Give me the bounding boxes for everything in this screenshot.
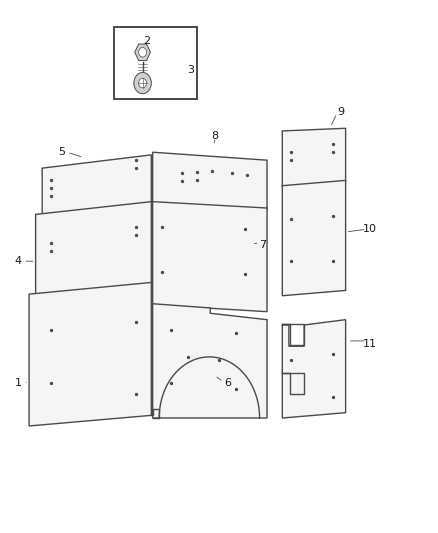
Text: 4: 4 bbox=[14, 256, 22, 266]
Text: 3: 3 bbox=[187, 65, 194, 75]
Bar bbox=[114, 27, 197, 99]
Polygon shape bbox=[135, 44, 150, 61]
Text: 10: 10 bbox=[363, 224, 377, 235]
Polygon shape bbox=[42, 155, 151, 216]
Text: 1: 1 bbox=[14, 378, 21, 389]
Polygon shape bbox=[283, 180, 346, 296]
Text: 6: 6 bbox=[224, 378, 231, 389]
Polygon shape bbox=[35, 201, 151, 296]
Text: 8: 8 bbox=[211, 131, 218, 141]
Polygon shape bbox=[152, 152, 267, 211]
Circle shape bbox=[139, 78, 147, 88]
Circle shape bbox=[139, 47, 147, 57]
Text: 5: 5 bbox=[58, 147, 65, 157]
Polygon shape bbox=[29, 282, 151, 426]
Polygon shape bbox=[152, 201, 267, 312]
Text: 2: 2 bbox=[143, 36, 151, 45]
Polygon shape bbox=[283, 320, 346, 418]
Text: 9: 9 bbox=[338, 107, 345, 117]
Polygon shape bbox=[283, 128, 346, 187]
Text: 11: 11 bbox=[363, 338, 377, 349]
Polygon shape bbox=[152, 304, 267, 418]
Circle shape bbox=[134, 72, 151, 94]
Text: 7: 7 bbox=[259, 240, 266, 250]
